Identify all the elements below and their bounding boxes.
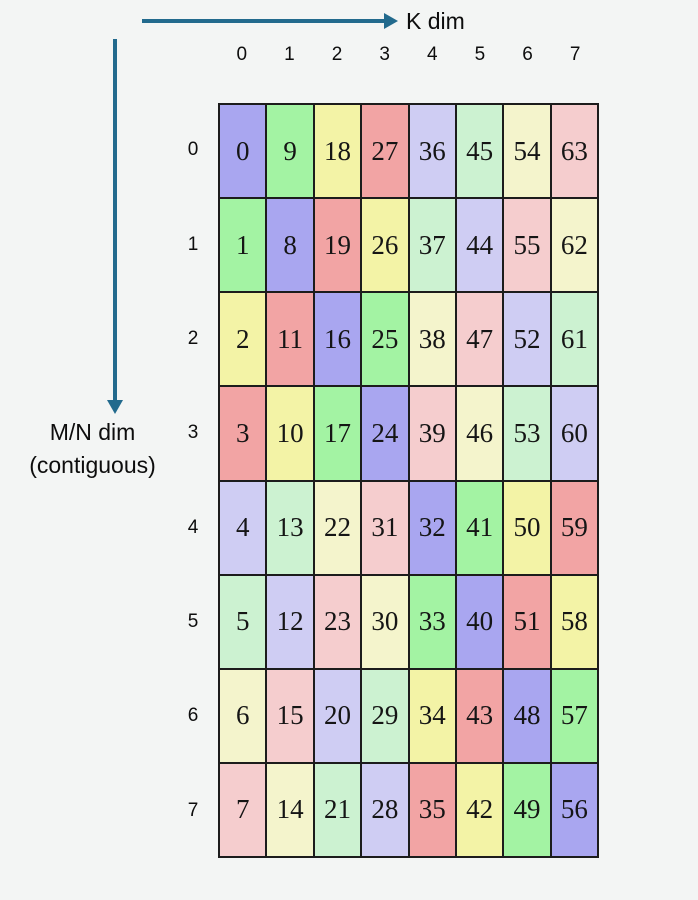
grid-cell-r4-c7: 59: [551, 481, 597, 574]
grid-cell-r3-c2: 17: [314, 387, 361, 480]
grid-cell-r3-c1: 10: [267, 387, 313, 480]
grid-cell-r1-c0: 1: [220, 199, 266, 292]
grid-cell-r7-c4: 35: [409, 763, 455, 856]
row-header-2: 2: [187, 327, 199, 349]
grid-cell-r2-c0: 2: [220, 293, 266, 386]
grid-cell-r3-c4: 39: [409, 387, 455, 480]
grid-cell-r2-c5: 47: [456, 293, 503, 386]
col-header-7: 7: [569, 44, 581, 65]
grid-cell-r4-c0: 4: [220, 481, 266, 574]
grid-cell-r6-c5: 43: [456, 669, 503, 762]
grid-cell-r6-c6: 48: [504, 669, 550, 762]
row-header-3: 3: [187, 422, 199, 444]
grid-cell-r1-c6: 55: [504, 199, 550, 292]
col-header-3: 3: [379, 44, 390, 65]
grid-cell-r1-c1: 8: [267, 199, 313, 292]
grid-cell-r6-c3: 29: [362, 669, 408, 762]
grid-cell-r4-c3: 31: [362, 481, 408, 574]
grid-cell-r1-c5: 44: [456, 199, 503, 292]
grid-cell-r0-c7: 63: [551, 105, 597, 198]
grid-cell-r3-c6: 53: [504, 387, 550, 480]
grid-cell-r0-c6: 54: [504, 105, 550, 198]
mn-dim-axis-label-line1: M/N dim: [49, 419, 136, 445]
grid-cell-r2-c4: 38: [409, 293, 455, 386]
grid-cell-r6-c2: 20: [314, 669, 361, 762]
k-dim-axis-label: K dim: [406, 8, 465, 34]
mn-dim-axis-label-line2: (contiguous): [29, 452, 156, 478]
grid-cell-r4-c2: 22: [314, 481, 361, 574]
row-header-5: 5: [187, 611, 199, 633]
grid-cell-r5-c7: 58: [551, 575, 597, 668]
grid-cell-r7-c2: 21: [314, 763, 361, 856]
column-headers: 0 1 2 3 4 5 6 7: [218, 42, 599, 68]
row-header-6: 6: [187, 705, 199, 727]
col-header-4: 4: [427, 44, 438, 65]
grid-cell-r7-c3: 28: [362, 763, 408, 856]
row-header-0: 0: [187, 139, 199, 161]
mn-dim-axis-label: M/N dim (contiguous): [0, 416, 185, 482]
grid-cell-r7-c7: 56: [551, 763, 597, 856]
row-header-4: 4: [187, 516, 199, 538]
grid-cell-r5-c4: 33: [409, 575, 455, 668]
grid-cell-r4-c1: 13: [267, 481, 313, 574]
grid-cell-r1-c4: 37: [409, 199, 455, 292]
grid-cell-r0-c3: 27: [362, 105, 408, 198]
grid-cell-r4-c4: 32: [409, 481, 455, 574]
grid-cell-r7-c6: 49: [504, 763, 550, 856]
swizzle-grid: 0 9 18 27 36 45 54 63 1 8 19 26 37 44 55 62 2 11 16 25 38 47 5…: [218, 103, 599, 858]
grid-cell-r5-c0: 5: [220, 575, 266, 668]
col-header-5: 5: [474, 44, 486, 65]
grid-cell-r5-c6: 51: [504, 575, 550, 668]
col-header-2: 2: [331, 44, 343, 65]
grid-cell-r3-c3: 24: [362, 387, 408, 480]
grid-cell-r7-c1: 14: [267, 763, 313, 856]
mn-dim-arrowhead-icon: [107, 400, 123, 414]
grid-cell-r0-c4: 36: [409, 105, 455, 198]
grid-cell-r0-c5: 45: [456, 105, 503, 198]
grid-cell-r6-c4: 34: [409, 669, 455, 762]
grid-cell-r3-c0: 3: [220, 387, 266, 480]
grid-cell-r6-c0: 6: [220, 669, 266, 762]
grid-cell-r5-c5: 40: [456, 575, 503, 668]
col-header-0: 0: [236, 44, 248, 65]
grid-cell-r7-c5: 42: [456, 763, 503, 856]
grid-cell-r5-c3: 30: [362, 575, 408, 668]
row-header-7: 7: [187, 799, 199, 821]
grid-cell-r2-c6: 52: [504, 293, 550, 386]
k-dim-arrowhead-icon: [384, 13, 398, 29]
grid-cell-r1-c3: 26: [362, 199, 408, 292]
grid-cell-r0-c0: 0: [220, 105, 266, 198]
grid-cell-r6-c1: 15: [267, 669, 313, 762]
grid-cell-r2-c3: 25: [362, 293, 408, 386]
grid-cell-r4-c5: 41: [456, 481, 503, 574]
mn-dim-arrow-line: [113, 39, 117, 401]
grid-cell-r2-c2: 16: [314, 293, 361, 386]
grid-cell-r2-c1: 11: [267, 293, 313, 386]
row-headers: 0 1 2 3 4 5 6 7: [178, 103, 208, 858]
grid-cell-r3-c5: 46: [456, 387, 503, 480]
grid-cell-r7-c0: 7: [220, 763, 266, 856]
row-header-1: 1: [187, 233, 199, 255]
grid-cell-r4-c6: 50: [504, 481, 550, 574]
grid-cell-r6-c7: 57: [551, 669, 597, 762]
col-header-1: 1: [284, 44, 295, 65]
grid-cell-r1-c7: 62: [551, 199, 597, 292]
grid-cell-r5-c1: 12: [267, 575, 313, 668]
grid-cell-r5-c2: 23: [314, 575, 361, 668]
grid-cell-r0-c1: 9: [267, 105, 313, 198]
grid-cell-r0-c2: 18: [314, 105, 361, 198]
k-dim-arrow-line: [142, 19, 385, 23]
grid-cell-r1-c2: 19: [314, 199, 361, 292]
grid-cell-r2-c7: 61: [551, 293, 597, 386]
col-header-6: 6: [522, 44, 533, 65]
grid-cell-r3-c7: 60: [551, 387, 597, 480]
